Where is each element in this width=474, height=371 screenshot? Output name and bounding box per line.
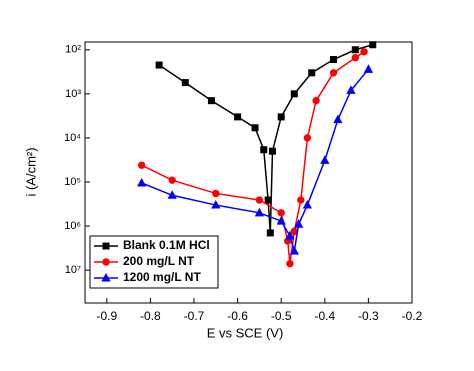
marker — [302, 200, 313, 209]
marker — [277, 209, 285, 217]
marker — [251, 124, 259, 132]
x-tick-label: -0.3 — [358, 309, 379, 323]
marker — [308, 69, 316, 77]
y-tick-label: 10⁵ — [64, 176, 81, 188]
legend-marker — [102, 258, 110, 266]
marker — [329, 69, 338, 77]
marker — [181, 79, 189, 87]
marker — [290, 90, 298, 98]
series-line — [141, 51, 365, 264]
marker — [268, 147, 276, 155]
y-tick-label: 10³ — [65, 88, 81, 100]
x-tick-label: -0.2 — [402, 309, 423, 323]
legend-label: 200 mg/L NT — [123, 254, 195, 268]
marker — [351, 46, 359, 54]
marker — [167, 190, 177, 199]
marker — [234, 113, 242, 121]
plot-frame — [84, 41, 413, 304]
marker — [286, 260, 294, 268]
marker — [260, 146, 268, 154]
series-line — [141, 68, 369, 252]
marker — [330, 56, 338, 64]
x-axis-label: E vs SCE (V) — [207, 325, 284, 340]
marker — [333, 114, 343, 124]
marker — [254, 207, 265, 217]
marker — [289, 246, 299, 255]
marker — [155, 61, 163, 69]
marker — [360, 48, 368, 56]
marker — [351, 54, 360, 62]
legend-marker — [101, 272, 111, 282]
x-tick-label: -0.4 — [314, 309, 335, 323]
x-tick-label: -0.7 — [184, 309, 205, 323]
marker — [207, 97, 215, 105]
marker — [137, 161, 146, 169]
marker — [369, 41, 377, 49]
y-tick-label: 10⁶ — [64, 220, 81, 232]
legend-label: 1200 mg/L NT — [123, 270, 201, 284]
y-tick-label: 10⁷ — [65, 264, 81, 276]
x-tick-label: -0.5 — [271, 309, 292, 323]
marker — [212, 189, 220, 198]
marker — [276, 216, 286, 225]
x-tick-label: -0.8 — [140, 309, 161, 323]
marker — [363, 64, 374, 73]
marker — [312, 96, 320, 105]
y-tick-label: 10² — [65, 44, 81, 56]
y-tick-label: 10⁴ — [64, 132, 81, 144]
y-axis-label: i (A/cm²) — [23, 147, 38, 196]
marker — [285, 230, 295, 240]
marker — [264, 196, 272, 204]
marker — [211, 200, 221, 209]
marker — [277, 113, 285, 121]
marker — [346, 85, 356, 94]
legend-label: Blank 0.1M HCl — [123, 238, 210, 252]
marker — [303, 134, 312, 142]
marker — [320, 155, 330, 164]
marker — [168, 176, 176, 184]
x-tick-label: -0.6 — [227, 309, 248, 323]
marker — [266, 229, 274, 237]
marker — [255, 196, 264, 204]
x-tick-label: -0.9 — [96, 309, 117, 323]
marker — [293, 219, 304, 228]
legend-marker — [102, 242, 110, 250]
marker — [297, 196, 305, 204]
marker — [137, 177, 147, 187]
